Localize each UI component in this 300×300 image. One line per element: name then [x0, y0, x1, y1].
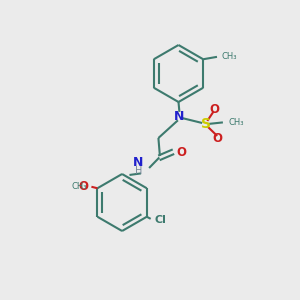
Text: Cl: Cl — [154, 215, 166, 225]
Text: S: S — [201, 117, 211, 131]
Text: CH₃: CH₃ — [222, 52, 237, 61]
Text: O: O — [213, 132, 223, 145]
Text: N: N — [133, 157, 143, 169]
Text: O: O — [209, 103, 219, 116]
Text: CH₃: CH₃ — [228, 118, 244, 127]
Text: CH₃: CH₃ — [71, 182, 87, 191]
Text: H: H — [135, 166, 142, 176]
Text: O: O — [78, 180, 88, 193]
Text: N: N — [174, 110, 184, 123]
Text: O: O — [176, 146, 186, 159]
